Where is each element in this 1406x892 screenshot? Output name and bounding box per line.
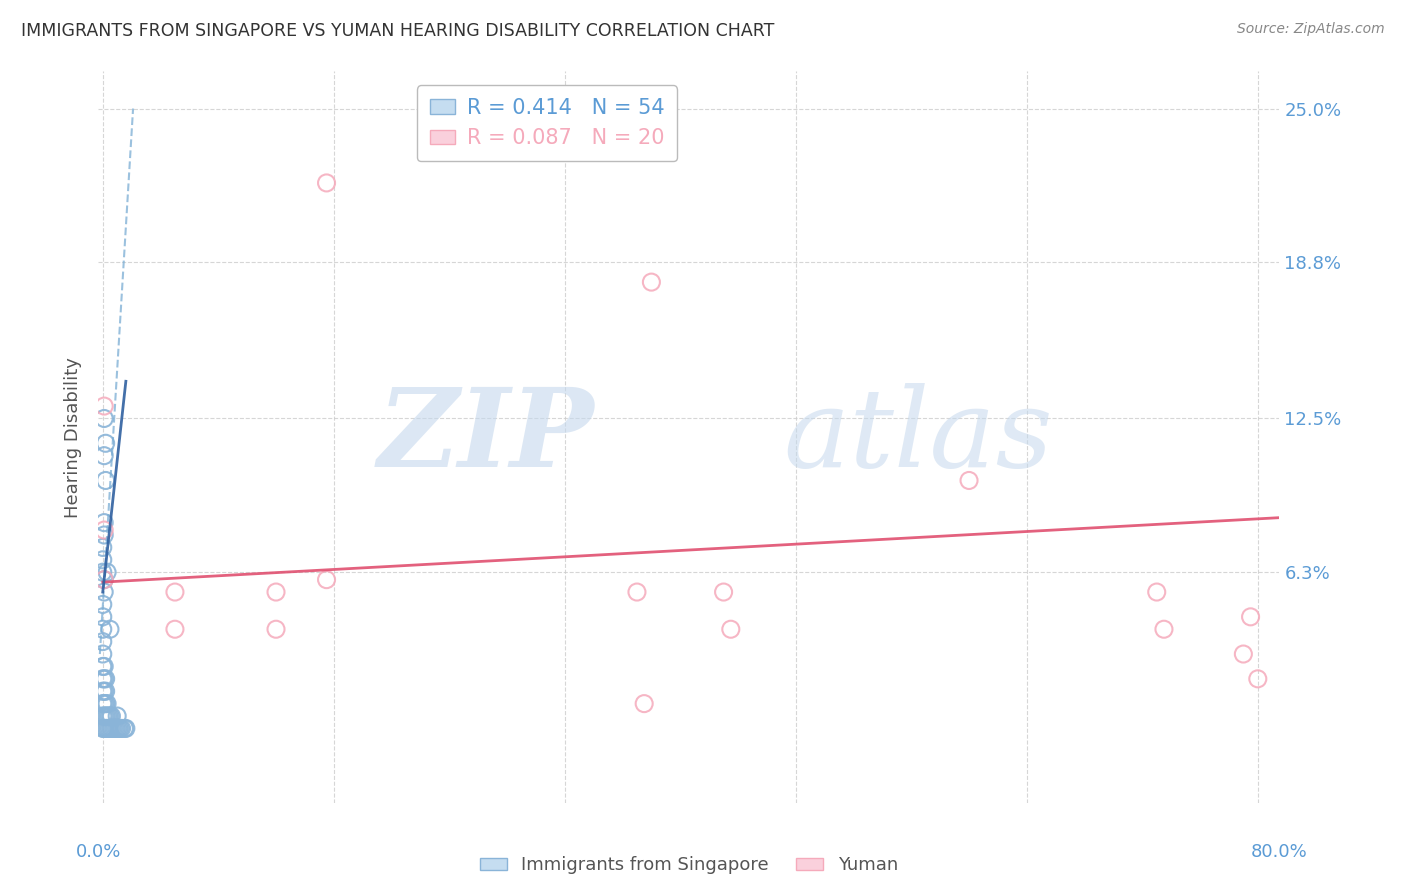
Point <box>93 585 115 599</box>
Point <box>96 722 118 736</box>
Point <box>93 684 115 698</box>
Point <box>107 722 129 736</box>
Point <box>93 399 115 413</box>
Point <box>315 573 337 587</box>
Point <box>93 709 115 723</box>
Point <box>1232 647 1254 661</box>
Point <box>93 411 115 425</box>
Point <box>108 722 131 736</box>
Point <box>94 436 117 450</box>
Y-axis label: Hearing Disability: Hearing Disability <box>65 357 83 517</box>
Legend: Immigrants from Singapore, Yuman: Immigrants from Singapore, Yuman <box>472 849 905 881</box>
Point <box>713 585 735 599</box>
Point <box>100 709 122 723</box>
Point <box>101 722 124 736</box>
Point <box>97 722 120 736</box>
Point <box>91 684 114 698</box>
Point <box>91 553 114 567</box>
Point <box>626 585 648 599</box>
Text: 80.0%: 80.0% <box>1251 843 1308 861</box>
Text: Source: ZipAtlas.com: Source: ZipAtlas.com <box>1237 22 1385 37</box>
Point <box>264 585 287 599</box>
Point <box>91 541 114 555</box>
Point <box>1239 610 1261 624</box>
Text: IMMIGRANTS FROM SINGAPORE VS YUMAN HEARING DISABILITY CORRELATION CHART: IMMIGRANTS FROM SINGAPORE VS YUMAN HEARI… <box>21 22 775 40</box>
Point <box>96 565 118 579</box>
Point <box>163 622 186 636</box>
Point <box>96 709 118 723</box>
Point <box>1146 585 1168 599</box>
Point <box>96 697 118 711</box>
Point <box>1153 622 1175 636</box>
Point <box>91 565 114 579</box>
Point <box>94 684 117 698</box>
Point <box>93 659 115 673</box>
Point <box>93 573 115 587</box>
Point <box>105 722 128 736</box>
Point <box>957 474 980 488</box>
Point <box>1247 672 1270 686</box>
Point <box>264 622 287 636</box>
Point <box>110 722 132 736</box>
Point <box>98 709 121 723</box>
Point <box>93 528 115 542</box>
Point <box>91 634 114 648</box>
Point <box>91 598 114 612</box>
Point <box>105 709 128 723</box>
Point <box>97 709 120 723</box>
Point <box>91 697 114 711</box>
Point <box>103 722 125 736</box>
Point <box>91 622 114 636</box>
Point <box>93 573 115 587</box>
Point <box>93 516 115 530</box>
Text: ZIP: ZIP <box>378 384 595 491</box>
Point <box>720 622 742 636</box>
Point <box>640 275 662 289</box>
Point <box>115 722 138 736</box>
Point <box>91 722 114 736</box>
Point <box>98 722 121 736</box>
Text: 0.0%: 0.0% <box>76 843 121 861</box>
Text: atlas: atlas <box>783 384 1053 491</box>
Point <box>93 697 115 711</box>
Point <box>91 672 114 686</box>
Point <box>104 722 127 736</box>
Point <box>94 722 117 736</box>
Point <box>93 722 115 736</box>
Point <box>91 647 114 661</box>
Point <box>93 449 115 463</box>
Point <box>633 697 655 711</box>
Point <box>112 722 135 736</box>
Point <box>94 474 117 488</box>
Point <box>94 709 117 723</box>
Point <box>94 672 117 686</box>
Point <box>94 697 117 711</box>
Point <box>91 709 114 723</box>
Point <box>98 622 121 636</box>
Point <box>100 722 122 736</box>
Point <box>91 610 114 624</box>
Point <box>93 672 115 686</box>
Point <box>163 585 186 599</box>
Point <box>93 523 115 537</box>
Point <box>91 659 114 673</box>
Point <box>315 176 337 190</box>
